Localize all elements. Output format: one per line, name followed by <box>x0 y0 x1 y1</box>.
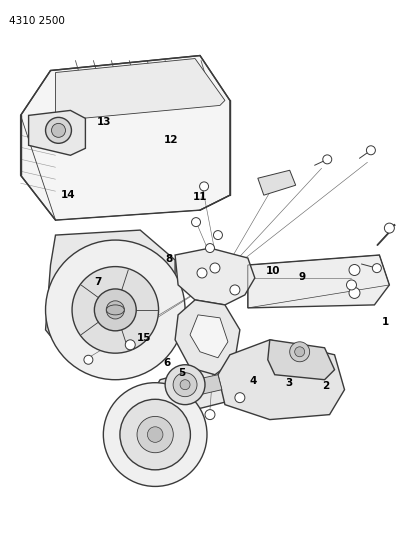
Circle shape <box>103 383 207 487</box>
Text: 10: 10 <box>266 266 280 276</box>
Circle shape <box>290 342 310 362</box>
Polygon shape <box>258 170 296 195</box>
Text: 12: 12 <box>164 135 179 145</box>
Text: 1: 1 <box>381 317 388 327</box>
Text: 3: 3 <box>286 378 293 389</box>
Circle shape <box>384 223 395 233</box>
Circle shape <box>94 289 136 331</box>
Text: 5: 5 <box>178 368 185 378</box>
Circle shape <box>72 266 159 353</box>
Text: 6: 6 <box>163 358 170 368</box>
Circle shape <box>235 393 245 402</box>
Polygon shape <box>268 340 335 379</box>
Circle shape <box>191 217 200 227</box>
Circle shape <box>125 340 135 350</box>
Circle shape <box>373 264 381 272</box>
Circle shape <box>51 123 65 138</box>
Polygon shape <box>175 248 255 305</box>
Text: 14: 14 <box>60 190 75 200</box>
Circle shape <box>165 365 205 405</box>
Text: 4: 4 <box>249 376 257 386</box>
Circle shape <box>147 427 163 442</box>
Circle shape <box>46 240 185 379</box>
Text: 4310 2500: 4310 2500 <box>9 15 64 26</box>
Text: 7: 7 <box>95 278 102 287</box>
Circle shape <box>295 347 305 357</box>
Circle shape <box>213 231 222 239</box>
Circle shape <box>120 399 191 470</box>
Circle shape <box>210 263 220 273</box>
Polygon shape <box>148 360 242 415</box>
Circle shape <box>349 287 360 298</box>
Polygon shape <box>55 59 225 120</box>
Circle shape <box>323 155 332 164</box>
Text: 9: 9 <box>298 272 305 282</box>
Polygon shape <box>218 340 344 419</box>
Circle shape <box>180 379 190 390</box>
Circle shape <box>200 182 208 191</box>
Circle shape <box>84 356 93 364</box>
Circle shape <box>197 268 207 278</box>
Polygon shape <box>195 375 222 394</box>
Circle shape <box>349 264 360 276</box>
Circle shape <box>137 416 173 453</box>
Text: 8: 8 <box>166 254 173 263</box>
Circle shape <box>173 373 197 397</box>
Text: 2: 2 <box>322 381 330 391</box>
Circle shape <box>206 244 215 253</box>
Polygon shape <box>175 300 240 375</box>
Polygon shape <box>46 230 175 360</box>
Circle shape <box>106 301 124 319</box>
Text: 15: 15 <box>137 333 151 343</box>
Polygon shape <box>29 110 85 155</box>
Circle shape <box>346 280 357 290</box>
Polygon shape <box>248 255 389 308</box>
Circle shape <box>366 146 375 155</box>
Circle shape <box>230 285 240 295</box>
Polygon shape <box>190 315 228 358</box>
Circle shape <box>205 410 215 419</box>
Circle shape <box>46 117 71 143</box>
Text: 13: 13 <box>97 117 112 127</box>
Text: 11: 11 <box>193 192 207 203</box>
Polygon shape <box>21 55 230 220</box>
Ellipse shape <box>106 305 124 315</box>
